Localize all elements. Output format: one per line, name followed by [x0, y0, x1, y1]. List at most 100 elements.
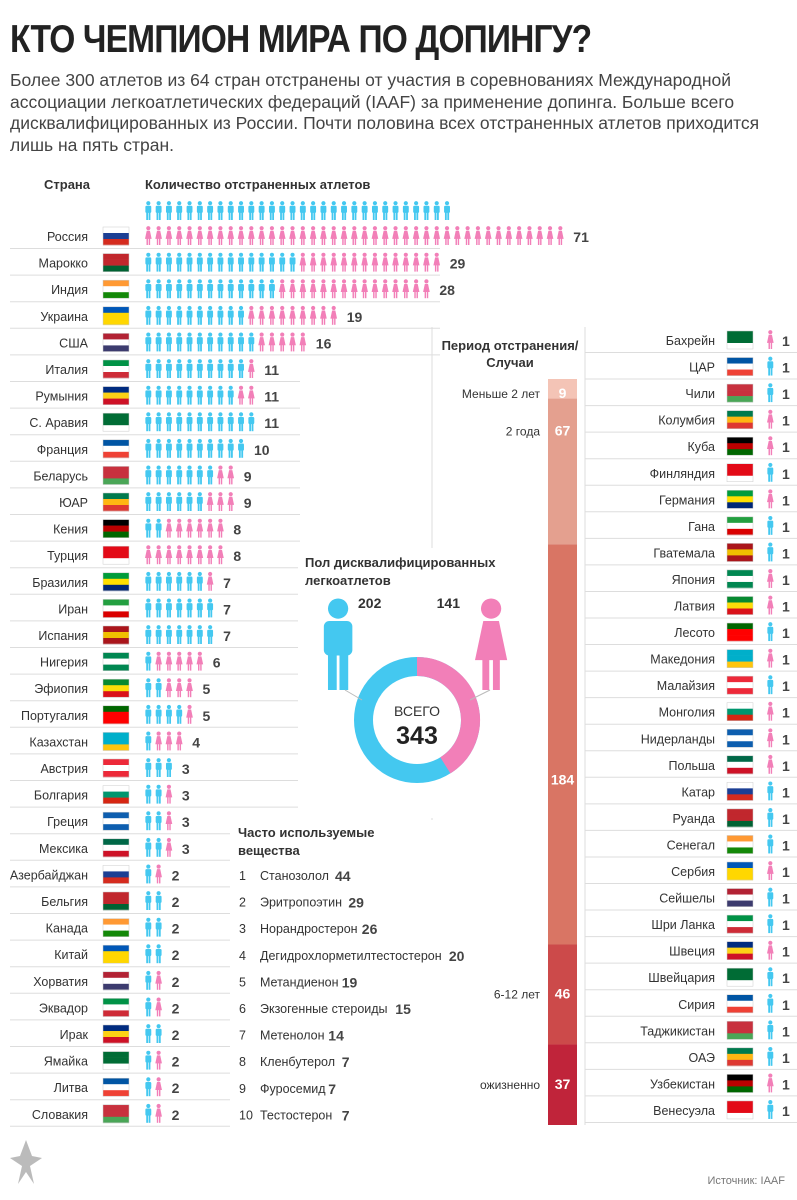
male-icon	[207, 412, 214, 432]
female-icon	[206, 226, 214, 245]
male-icon	[382, 201, 389, 220]
male-icon	[207, 305, 214, 325]
male-icon	[176, 625, 183, 644]
male-icon	[186, 598, 193, 618]
male-icon	[207, 465, 214, 485]
female-icon	[248, 385, 255, 405]
male-icon	[767, 1020, 774, 1040]
flag-icon	[102, 1051, 130, 1070]
male-icon	[186, 438, 193, 458]
period-bar-segment	[548, 379, 577, 399]
male-icon	[196, 332, 203, 352]
male-icon	[145, 1103, 152, 1123]
female-icon	[767, 861, 774, 880]
male-icon	[186, 359, 193, 378]
country-label: Беларусь	[33, 469, 88, 483]
flag-icon	[102, 386, 130, 405]
male-icon	[767, 622, 774, 642]
female-icon	[186, 518, 193, 538]
count-label: 1	[782, 997, 790, 1013]
count-label: 29	[450, 256, 466, 272]
female-icon	[340, 226, 348, 245]
country-label: Румыния	[35, 390, 88, 404]
female-icon	[165, 731, 173, 751]
female-icon	[340, 252, 348, 272]
female-icon	[248, 359, 255, 378]
gender-title: Пол дисквалифицированных	[305, 555, 496, 570]
female-icon	[258, 305, 265, 325]
male-icon	[444, 201, 450, 220]
period-value-label: 184	[551, 771, 575, 787]
flag-icon	[102, 599, 130, 618]
male-icon	[165, 332, 172, 352]
country-label: Казахстан	[29, 735, 88, 749]
count-label: 8	[233, 522, 241, 538]
count-label: 2	[172, 1080, 180, 1096]
country-label: Польша	[669, 759, 715, 773]
male-icon	[207, 279, 214, 299]
page-title: КТО ЧЕМПИОН МИРА ПО ДОПИНГУ?	[10, 18, 592, 61]
male-icon	[155, 359, 162, 378]
female-icon	[299, 252, 307, 272]
male-icon	[145, 784, 152, 804]
country-label: Марокко	[39, 257, 88, 271]
connector-line	[469, 689, 491, 701]
substance-rank: 10	[239, 1108, 253, 1122]
flag-icon	[102, 732, 130, 751]
male-icon	[155, 917, 162, 937]
female-icon	[237, 385, 245, 405]
count-label: 1	[782, 360, 790, 376]
female-icon	[361, 252, 368, 272]
female-icon	[454, 226, 461, 245]
male-icon	[176, 492, 183, 511]
male-icon	[248, 201, 255, 220]
female-icon	[175, 678, 183, 698]
male-icon	[176, 438, 183, 458]
female-count-label: 141	[437, 595, 461, 611]
donut-center-value: 343	[396, 722, 438, 750]
country-label: Монголия	[659, 706, 715, 720]
country-label: Словакия	[32, 1108, 88, 1122]
country-label: Ирак	[60, 1028, 89, 1042]
flag-icon	[102, 758, 130, 778]
male-icon	[767, 383, 774, 403]
male-icon	[145, 758, 152, 777]
male-icon	[165, 598, 172, 618]
female-icon	[767, 754, 774, 774]
count-label: 2	[172, 921, 180, 937]
male-icon	[196, 571, 203, 591]
male-icon	[176, 332, 183, 352]
male-icon	[207, 598, 214, 618]
male-icon	[155, 625, 162, 644]
male-icon	[196, 412, 203, 432]
female-icon	[165, 784, 173, 804]
male-icon	[196, 279, 203, 299]
female-icon	[320, 252, 327, 272]
male-icon	[145, 944, 152, 964]
count-label: 1	[782, 413, 790, 429]
country-label: Италия	[45, 363, 88, 377]
flag-icon	[102, 918, 130, 937]
count-label: 1	[782, 545, 790, 561]
period-bar-segment	[548, 544, 577, 945]
flag-icon	[102, 333, 130, 352]
male-icon	[423, 201, 430, 220]
flag-icon	[102, 811, 130, 831]
male-icon	[145, 412, 152, 432]
male-icon	[186, 412, 193, 432]
female-icon	[381, 226, 389, 245]
male-icon	[767, 515, 774, 535]
female-icon	[443, 226, 451, 245]
male-icon	[165, 279, 172, 299]
country-label: Гватемала	[653, 546, 715, 560]
flag-icon	[102, 838, 130, 858]
female-icon	[155, 864, 162, 884]
period-title-line2: Случаи	[486, 355, 533, 370]
female-icon	[320, 226, 327, 245]
male-icon	[165, 385, 172, 405]
male-icon	[155, 891, 162, 910]
female-icon	[165, 678, 173, 698]
flag-icon	[726, 516, 754, 536]
count-label: 11	[264, 415, 279, 431]
substance-name: Станозолол	[260, 869, 329, 883]
